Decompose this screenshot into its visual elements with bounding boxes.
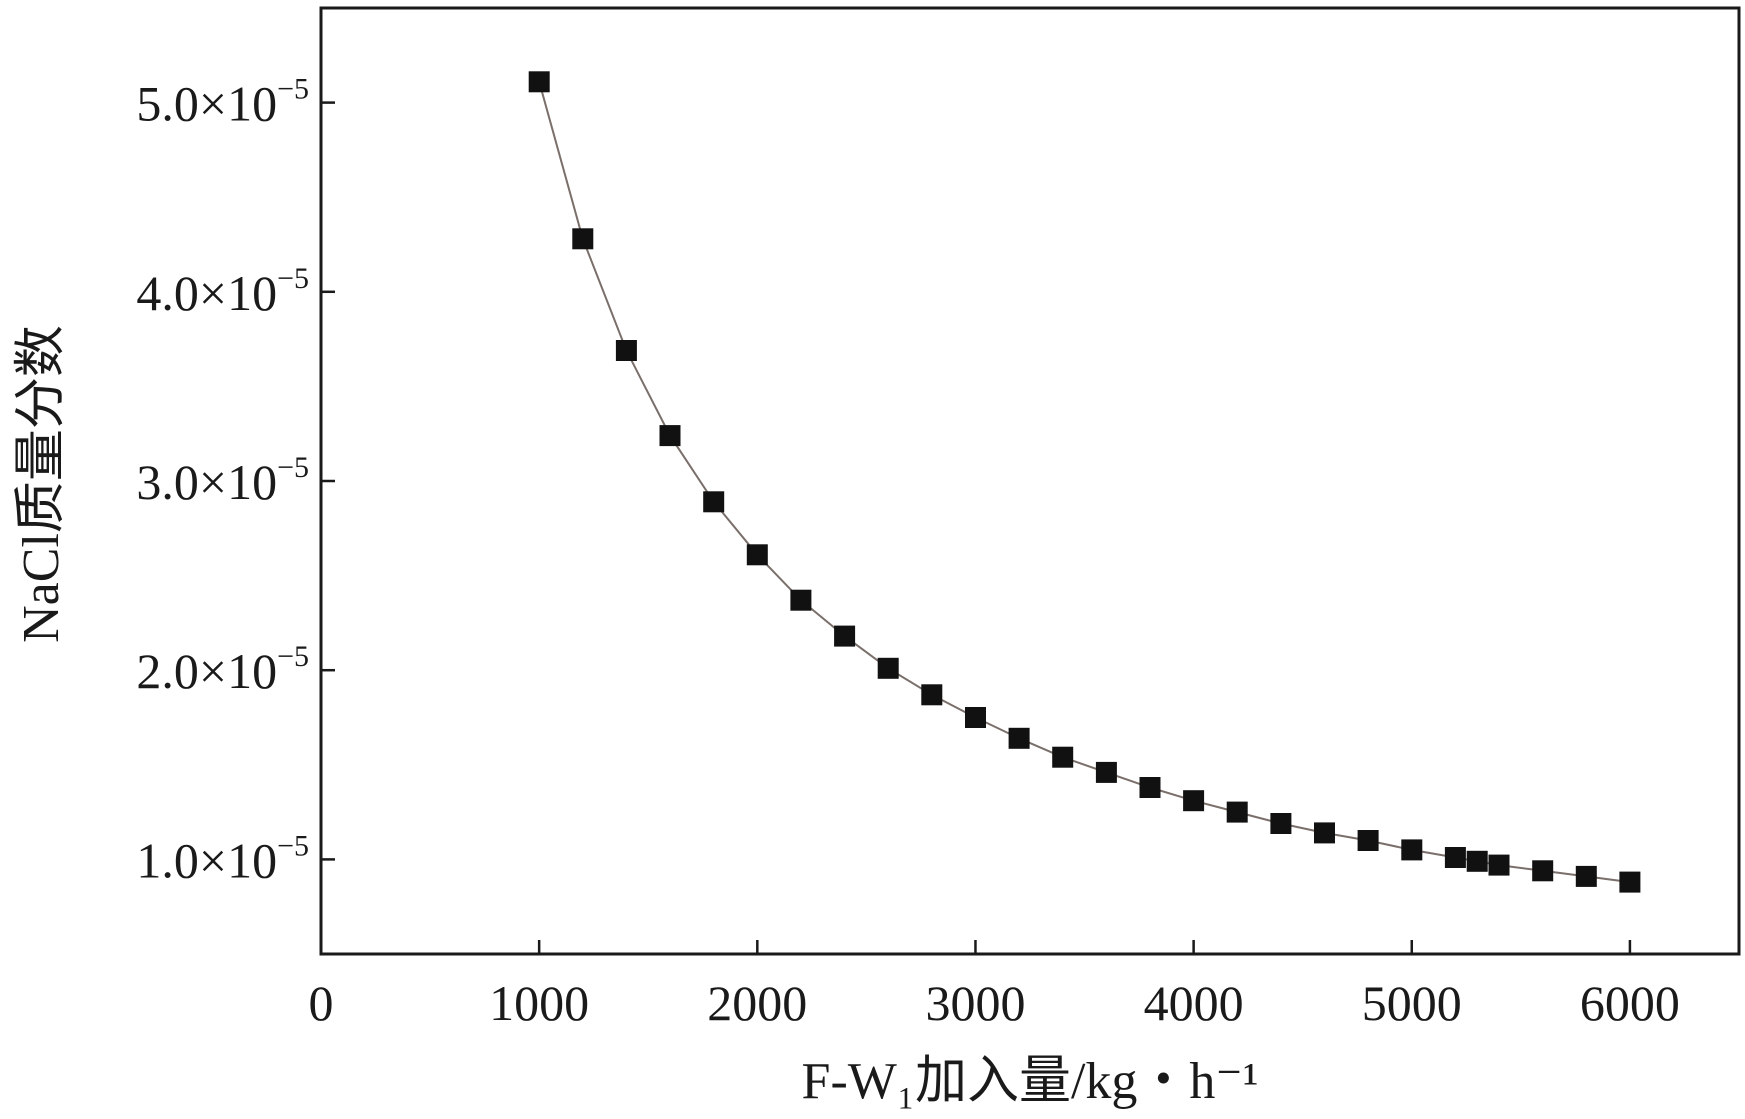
y-tick-label: 1.0×10−5 <box>136 829 309 888</box>
data-point-marker <box>1532 860 1554 882</box>
x-axis-ticks: 0 1000 2000 3000 4000 5000 6000 <box>309 940 1680 1031</box>
y-tick-exponent: −5 <box>277 262 309 295</box>
y-tick-label: 4.0×10−5 <box>136 262 309 321</box>
y-tick-exponent: −5 <box>277 640 309 673</box>
y-tick-mantissa: 5.0×10 <box>136 76 277 132</box>
data-point-marker <box>1401 839 1423 861</box>
data-point-marker <box>572 228 594 250</box>
data-point-marker <box>746 544 768 566</box>
y-axis-title: NaCl质量分数 <box>13 325 70 643</box>
data-point-marker <box>615 340 637 361</box>
data-point-marker <box>1008 727 1030 749</box>
series-line <box>538 81 1631 884</box>
data-point-marker <box>1095 761 1117 783</box>
y-tick-mantissa: 1.0×10 <box>136 832 277 888</box>
data-point-marker <box>1488 854 1510 876</box>
data-point-marker <box>1575 865 1597 887</box>
data-point-marker <box>965 707 986 728</box>
data-point-marker <box>1444 847 1466 868</box>
x-tick-label: 2000 <box>707 975 807 1031</box>
data-point-marker <box>1466 850 1488 872</box>
data-point-marker <box>1619 871 1641 893</box>
data-point-marker <box>1052 746 1074 768</box>
data-point-marker <box>1183 790 1205 812</box>
x-tick-label: 4000 <box>1144 975 1244 1031</box>
y-tick-exponent: −5 <box>277 829 309 862</box>
data-point-marker <box>1226 801 1248 823</box>
y-tick-label: 2.0×10−5 <box>136 640 309 699</box>
x-axis-title: F-W₁加入量/kg・h⁻¹ <box>802 1053 1259 1110</box>
y-tick-exponent: −5 <box>277 451 309 484</box>
y-tick-exponent: −5 <box>277 73 309 106</box>
plot-frame <box>319 6 1741 956</box>
data-point-marker <box>1314 822 1335 844</box>
y-axis-ticks: 1.0×10−52.0×10−53.0×10−54.0×10−55.0×10−5 <box>136 73 335 888</box>
x-tick-label: 3000 <box>925 975 1025 1031</box>
data-point-marker <box>921 684 943 706</box>
y-tick-label: 5.0×10−5 <box>136 73 309 132</box>
data-point-marker <box>1270 813 1292 834</box>
data-point-marker <box>790 589 812 611</box>
data-point-marker <box>1139 777 1161 798</box>
data-point-marker <box>1357 830 1379 851</box>
data-point-marker <box>659 425 681 447</box>
x-tick-label: 0 <box>309 975 334 1031</box>
y-tick-label: 3.0×10−5 <box>136 451 309 510</box>
data-point-marker <box>703 491 725 513</box>
y-tick-mantissa: 4.0×10 <box>136 265 277 321</box>
data-point-marker <box>528 71 550 93</box>
x-tick-label: 6000 <box>1580 975 1680 1031</box>
x-tick-label: 5000 <box>1362 975 1462 1031</box>
data-point-marker <box>834 625 856 647</box>
series-markers <box>528 71 1641 893</box>
y-tick-mantissa: 2.0×10 <box>136 643 277 699</box>
data-point-marker <box>877 657 899 679</box>
y-tick-mantissa: 3.0×10 <box>136 454 277 510</box>
x-tick-label: 1000 <box>489 975 589 1031</box>
